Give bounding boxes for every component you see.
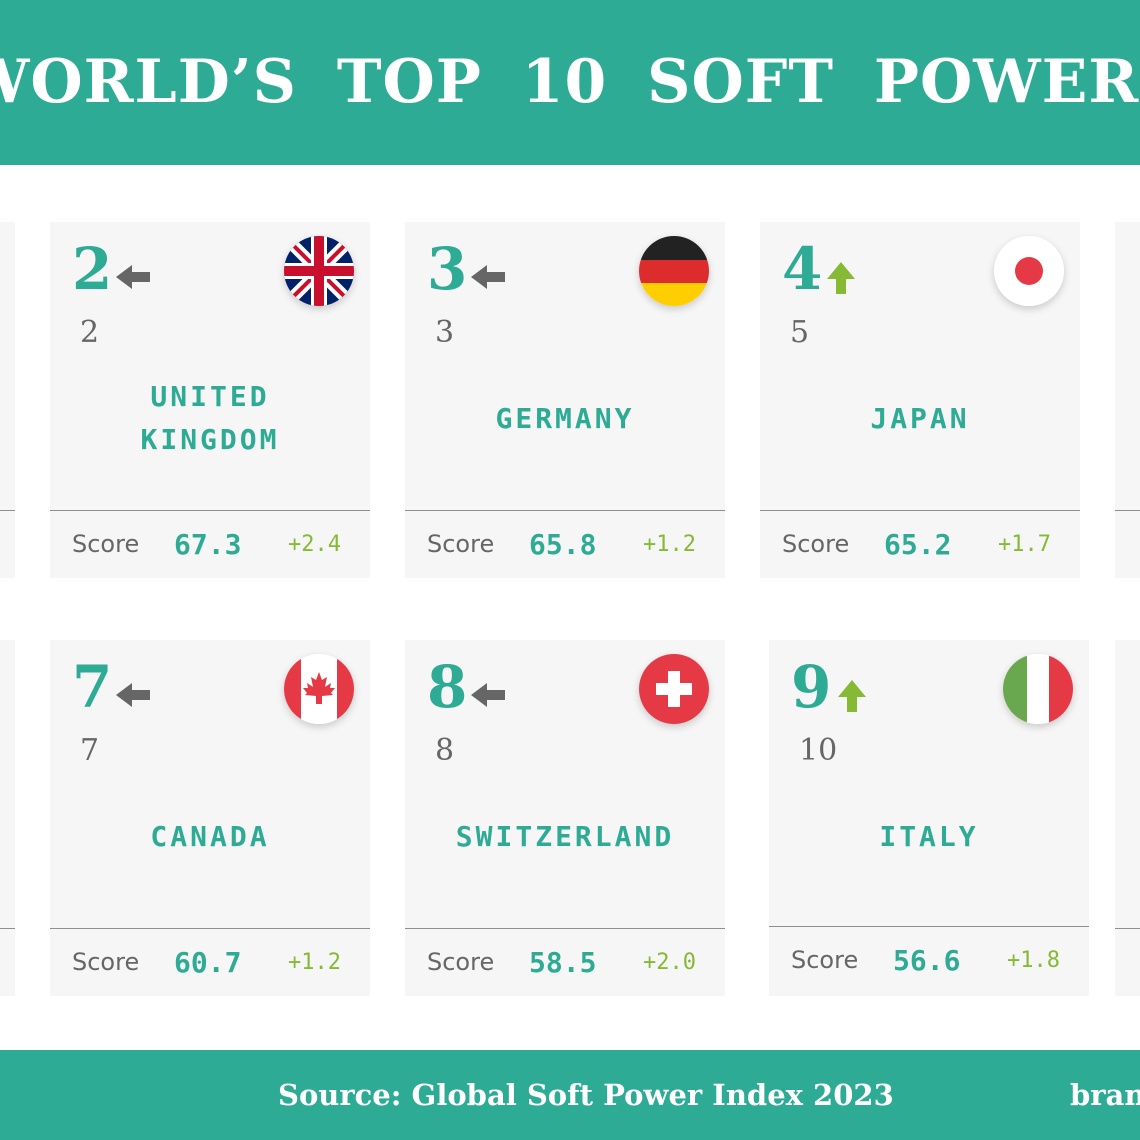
united-kingdom-flag-icon (284, 236, 354, 306)
score-label: Score (791, 946, 859, 974)
partial-card-left-bottom (0, 640, 15, 996)
arrow-up-icon (827, 262, 855, 294)
country-name: UNITED KINGDOM (50, 375, 370, 461)
page-title: WORLD’S TOP 10 SOFT POWER NA (0, 47, 1140, 117)
previous-rank: 5 (790, 315, 810, 350)
source-text: Source: Global Soft Power Index 2023 (278, 1078, 894, 1112)
score-change: +1.2 (288, 950, 341, 975)
score-change: +2.4 (288, 532, 341, 557)
country-name-line-1: GERMANY (495, 402, 635, 435)
japan-flag-icon (994, 236, 1064, 306)
previous-rank: 3 (435, 315, 455, 350)
partial-card-right-top (1115, 222, 1140, 578)
score-change: +1.8 (1007, 948, 1060, 973)
score-label: Score (427, 948, 495, 976)
rank-number: 3 (427, 235, 468, 303)
divider (405, 928, 725, 929)
score-value: 67.3 (174, 528, 242, 561)
germany-flag-icon (639, 236, 709, 306)
rank-number: 9 (791, 653, 832, 721)
arrow-left-icon (471, 683, 505, 707)
previous-rank: 2 (80, 315, 100, 350)
divider (50, 510, 370, 511)
previous-rank: 8 (435, 733, 455, 768)
score-change: +1.2 (643, 532, 696, 557)
country-card-united-kingdom: 2 2 UNITED KINGDOM Score 67.3 +2.4 (50, 222, 370, 578)
score-value: 56.6 (893, 944, 961, 977)
score-value: 65.8 (529, 528, 597, 561)
canada-flag-icon (284, 654, 354, 724)
score-change: +2.0 (643, 950, 696, 975)
score-label: Score (427, 530, 495, 558)
country-name-line-1: SWITZERLAND (455, 820, 675, 853)
country-name-line-1: CANADA (150, 820, 270, 853)
country-card-canada: 7 7 CANADA Score 60.7 +1.2 (50, 640, 370, 996)
header-banner: WORLD’S TOP 10 SOFT POWER NA (0, 0, 1140, 165)
country-name: SWITZERLAND (405, 815, 725, 858)
country-name: CANADA (50, 815, 370, 858)
country-name: JAPAN (760, 397, 1080, 440)
previous-rank: 7 (80, 733, 100, 768)
country-name-line-1: ITALY (879, 820, 979, 853)
country-name-line-2: KINGDOM (140, 423, 280, 456)
rank-number: 4 (782, 235, 823, 303)
score-value: 60.7 (174, 946, 242, 979)
rank-number: 7 (72, 653, 113, 721)
score-change: +1.7 (998, 532, 1051, 557)
footer-banner: Source: Global Soft Power Index 2023 bra… (0, 1050, 1140, 1140)
italy-flag-icon (1003, 654, 1073, 724)
score-label: Score (782, 530, 850, 558)
country-card-switzerland: 8 8 SWITZERLAND Score 58.5 +2.0 (405, 640, 725, 996)
rank-number: 8 (427, 653, 468, 721)
partial-card-right-bottom (1115, 640, 1140, 996)
arrow-up-icon (838, 680, 866, 712)
arrow-left-icon (116, 265, 150, 289)
divider (50, 928, 370, 929)
country-name: ITALY (769, 815, 1089, 858)
arrow-left-icon (471, 265, 505, 289)
country-card-italy: 9 10 ITALY Score 56.6 +1.8 (769, 640, 1089, 996)
switzerland-flag-icon (639, 654, 709, 724)
divider (760, 510, 1080, 511)
divider (405, 510, 725, 511)
rank-number: 2 (72, 235, 113, 303)
divider (769, 926, 1089, 927)
country-card-germany: 3 3 GERMANY Score 65.8 +1.2 (405, 222, 725, 578)
score-value: 58.5 (529, 946, 597, 979)
country-name-line-1: UNITED (150, 380, 270, 413)
country-name: GERMANY (405, 397, 725, 440)
arrow-left-icon (116, 683, 150, 707)
country-name-line-1: JAPAN (870, 402, 970, 435)
score-label: Score (72, 530, 140, 558)
country-card-japan: 4 5 JAPAN Score 65.2 +1.7 (760, 222, 1080, 578)
previous-rank: 10 (799, 733, 838, 768)
score-value: 65.2 (884, 528, 952, 561)
partial-card-left-top (0, 222, 15, 578)
brand-text: bran (1070, 1078, 1140, 1112)
score-label: Score (72, 948, 140, 976)
